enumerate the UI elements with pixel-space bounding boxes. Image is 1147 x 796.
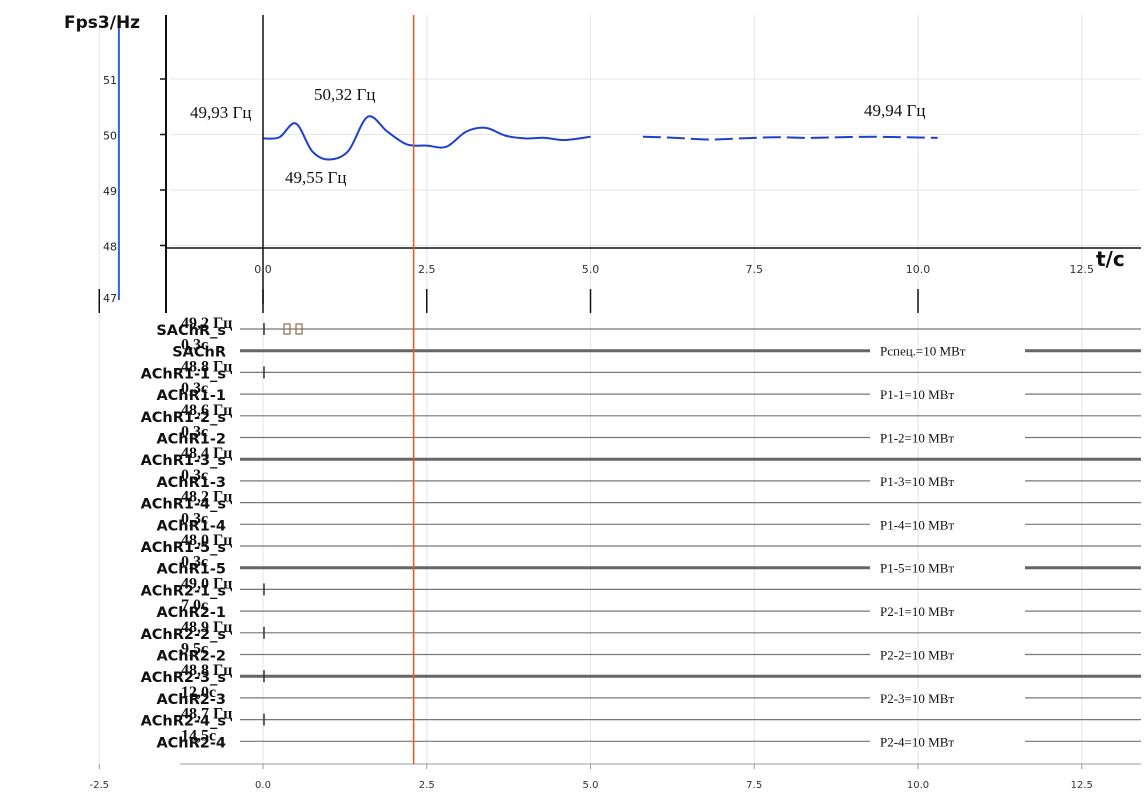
signal-name-label: SAChR_s: [156, 323, 226, 339]
signal-value-label: 48,8 Гц: [181, 662, 232, 679]
signal-value-label: 0,3с: [181, 424, 208, 441]
x-tick-label-bottom: 7.5: [746, 780, 762, 791]
signal-power-label: Р1-5=10 МВт: [880, 561, 954, 576]
x-tick-label-bottom: 2.5: [419, 780, 435, 791]
signal-name-label: AChR2-3_s: [141, 670, 226, 686]
signal-value-label: 0,3с: [181, 380, 208, 397]
signal-pulse-box: [283, 323, 291, 335]
signal-value-label: 48,6 Гц: [181, 402, 232, 419]
signal-name-label: AChR2-2: [156, 649, 226, 665]
signal-name-label: AChR1-4_s: [141, 497, 226, 513]
x-tick-label-top: 10.0: [906, 263, 931, 276]
annotation-start-frequency: 49,93 Гц: [190, 103, 251, 122]
curve-layer: [262, 115, 938, 161]
signal-value-label: 49,0 Гц: [181, 575, 232, 592]
signal-value-label: 9,5с: [181, 641, 208, 658]
signal-value-label: 0.3с: [181, 467, 208, 484]
signal-name-label: AChR2-1: [156, 605, 226, 621]
signal-power-label: Р2-3=10 МВт: [880, 691, 954, 706]
signal-power-label: Р2-4=10 МВт: [880, 734, 954, 749]
signal-name-label: SAChR: [172, 345, 226, 361]
annotation-min-frequency: 49,55 Гц: [285, 168, 346, 187]
signal-value-label: 49,2 Гц: [181, 315, 232, 332]
y-tick-label: 50: [103, 130, 117, 143]
signal-power-label: Р1-3=10 МВт: [880, 474, 954, 489]
x-tick-label-top: 5.0: [582, 263, 600, 276]
signal-name-label: AChR1-3: [156, 475, 226, 491]
y-tick-label: 48: [103, 241, 117, 254]
signal-value-label: 12,0с: [181, 684, 216, 701]
grid-layer: [98, 15, 1141, 764]
signal-name-label: AChR1-4: [156, 518, 226, 534]
x-tick-label-top: 7.5: [746, 263, 764, 276]
signal-pulse-box: [295, 323, 303, 335]
x-tick-label-bottom: 0.0: [255, 780, 271, 791]
signal-name-label: AChR1-2_s: [141, 410, 226, 426]
x-tick-label-bottom: -2.5: [89, 780, 109, 791]
signal-power-label: Р1-2=10 МВт: [880, 431, 954, 446]
signal-name-label: AChR1-5: [156, 562, 226, 578]
signal-value-label: 48,4 Гц: [181, 445, 232, 462]
y-axis-label: Fps3/Hz: [64, 13, 140, 33]
signal-value-label: 48.8 Гц: [181, 358, 232, 375]
signal-value-label: 7,0с: [181, 597, 208, 614]
signal-value-label: 0,3с: [181, 554, 208, 571]
signal-power-label: Р2-2=10 МВт: [880, 648, 954, 663]
signal-name-label: AChR1-2: [156, 432, 226, 448]
signal-power-label: Р1-4=10 МВт: [880, 517, 954, 532]
y-tick-label: 47: [103, 292, 117, 305]
x-tick-label-bottom: 10.0: [907, 780, 929, 791]
signal-value-label: 0,3с: [181, 337, 208, 354]
frequency-curve-series: [262, 115, 591, 161]
signal-name-label: AChR1-1_s: [141, 366, 226, 382]
signal-power-label: Р1-1=10 МВт: [880, 387, 954, 402]
signal-value-label: 14,5с: [181, 727, 216, 744]
signal-name-label: AChR2-2_s: [141, 627, 226, 643]
frequency-curve-series: [642, 135, 938, 141]
cursor-layer: [117, 15, 415, 764]
x-tick-label-bottom: 12.5: [1071, 780, 1093, 791]
x-tick-label-top: 2.5: [418, 263, 436, 276]
y-tick-label: 51: [103, 74, 117, 87]
axis-layer: 51504948470.02.55.07.510.012.515.017.520…: [89, 15, 1141, 791]
signal-value-label: 48,9 Гц: [181, 619, 232, 636]
signal-value-label: 48,7 Гц: [181, 706, 232, 723]
signal-name-label: AChR2-4_s: [141, 714, 226, 730]
signal-name-label: AChR1-3_s: [141, 453, 226, 469]
x-tick-label-top: 12.5: [1070, 263, 1095, 276]
annotation-max-frequency: 50,32 Гц: [314, 85, 375, 104]
y-tick-label: 49: [103, 185, 117, 198]
annotation-final-frequency: 49,94 Гц: [864, 101, 925, 120]
signal-name-label: AChR1-1: [156, 388, 226, 404]
signal-value-label: 48,2 Гц: [181, 489, 232, 506]
x-axis-label: t/c: [1096, 247, 1125, 271]
x-tick-label-bottom: 5.0: [583, 780, 599, 791]
signal-name-label: AChR2-3: [156, 692, 226, 708]
signal-name-label: AChR2-4: [156, 735, 226, 751]
signal-power-label: Р2-1=10 МВт: [880, 604, 954, 619]
signal-name-label: AChR1-5_s: [141, 540, 226, 556]
signal-name-label: AChR2-1_s: [141, 583, 226, 599]
signal-value-label: 0,3с: [181, 510, 208, 527]
signal-power-label: Рспец.=10 МВт: [880, 344, 966, 359]
signal-value-label: 48,0 Гц: [181, 532, 232, 549]
